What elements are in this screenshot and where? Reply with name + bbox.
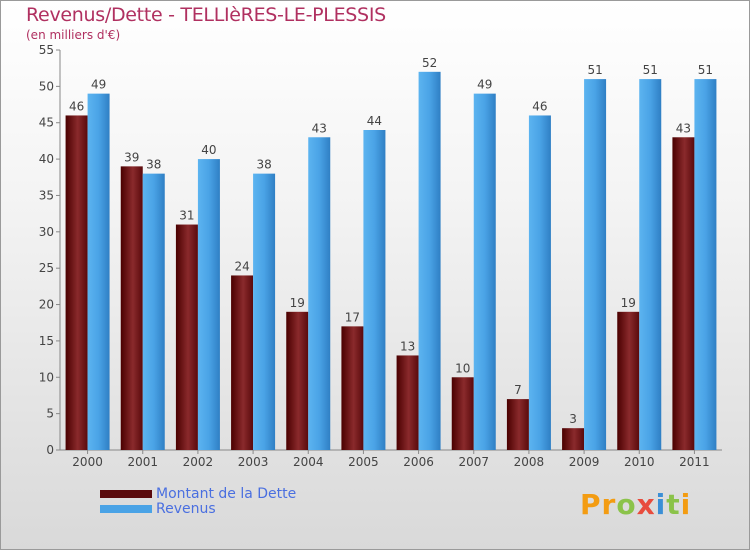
y-tick-label: 25 <box>39 261 54 275</box>
bar-revenus <box>253 173 276 451</box>
bar-revenus <box>528 115 551 451</box>
x-tick-label: 2008 <box>514 455 545 469</box>
x-tick-label: 2011 <box>679 455 710 469</box>
y-tick-label: 20 <box>39 298 54 312</box>
bar-dette <box>65 115 88 451</box>
data-label-dette: 39 <box>124 150 139 164</box>
data-label-revenus: 38 <box>256 158 271 172</box>
data-label-revenus: 38 <box>146 158 161 172</box>
legend-item-revenus: Revenus <box>100 500 296 517</box>
data-label-dette: 19 <box>290 296 305 310</box>
logo-letter: r <box>601 488 617 521</box>
y-tick-label: 45 <box>39 116 54 130</box>
logo-letter: P <box>580 488 602 521</box>
data-label-revenus: 52 <box>422 56 437 70</box>
bar-dette <box>396 355 419 450</box>
bar-dette <box>231 275 254 450</box>
bar-dette <box>120 166 143 450</box>
bar-dette <box>562 428 585 450</box>
y-tick-label: 30 <box>39 225 54 239</box>
x-tick-label: 2006 <box>403 455 434 469</box>
data-label-revenus: 43 <box>312 121 327 135</box>
legend: Montant de la Dette Revenus <box>100 485 297 517</box>
x-tick-label: 2000 <box>72 455 103 469</box>
legend-swatch-dette <box>100 489 152 498</box>
logo-letter: i <box>680 488 692 521</box>
x-tick-label: 2003 <box>238 455 269 469</box>
y-tick-label: 55 <box>39 43 54 57</box>
y-tick-label: 35 <box>39 188 54 202</box>
x-tick-label: 2009 <box>569 455 600 469</box>
logo-letter: t <box>666 488 681 521</box>
y-tick-label: 50 <box>39 79 54 93</box>
bar-dette <box>506 399 529 450</box>
bar-revenus <box>308 137 331 451</box>
legend-label-dette: Montant de la Dette <box>156 485 297 502</box>
x-tick-label: 2004 <box>293 455 324 469</box>
data-label-revenus: 49 <box>91 78 106 92</box>
bar-revenus <box>418 71 441 451</box>
data-label-revenus: 46 <box>532 99 547 113</box>
data-label-dette: 10 <box>455 361 470 375</box>
bar-dette <box>617 311 640 450</box>
legend-swatch-revenus <box>100 504 152 513</box>
data-label-dette: 43 <box>676 121 691 135</box>
chart-title: Revenus/Dette - TELLIèRES-LE-PLESSIS <box>26 4 386 26</box>
y-tick-label: 40 <box>39 152 54 166</box>
bar-dette <box>286 311 309 450</box>
logo-letter: x <box>636 488 656 521</box>
x-tick-label: 2005 <box>348 455 379 469</box>
legend-item-dette: Montant de la Dette <box>100 485 297 502</box>
data-label-dette: 19 <box>621 296 636 310</box>
bar-dette <box>451 377 474 450</box>
x-tick-label: 2010 <box>624 455 655 469</box>
data-label-dette: 17 <box>345 310 360 324</box>
x-tick-label: 2007 <box>458 455 489 469</box>
bar-dette <box>175 224 198 450</box>
data-label-dette: 7 <box>514 383 522 397</box>
bar-dette <box>672 137 695 451</box>
bar-revenus <box>584 79 607 450</box>
data-label-dette: 13 <box>400 339 415 353</box>
y-tick-label: 15 <box>39 334 54 348</box>
value-labels: 46 49 39 38 31 40 24 38 19 43 17 44 13 52 10 49 7 46 3 51 19… <box>69 56 713 426</box>
data-label-revenus: 51 <box>698 63 713 77</box>
data-label-revenus: 51 <box>587 63 602 77</box>
data-label-revenus: 49 <box>477 78 492 92</box>
bar-revenus <box>142 173 165 451</box>
data-label-dette: 46 <box>69 99 84 113</box>
data-label-revenus: 40 <box>201 143 216 157</box>
x-tick-label: 2001 <box>127 455 158 469</box>
bar-revenus <box>639 79 662 450</box>
bar-revenus <box>363 130 386 450</box>
chart-subtitle: (en milliers d'€) <box>26 28 121 42</box>
logo-letter: i <box>655 488 667 521</box>
data-label-dette: 24 <box>234 259 249 273</box>
bar-dette <box>341 326 364 450</box>
data-label-dette: 3 <box>569 412 577 426</box>
data-label-revenus: 44 <box>367 114 382 128</box>
bar-revenus <box>197 159 220 450</box>
bar-revenus <box>473 93 496 451</box>
y-tick-label: 10 <box>39 370 54 384</box>
y-tick-label: 0 <box>46 443 54 457</box>
bar-revenus <box>87 93 110 451</box>
y-tick-label: 5 <box>46 407 54 421</box>
legend-label-revenus: Revenus <box>156 500 216 517</box>
bar-revenus <box>694 79 717 450</box>
bars-group <box>65 71 717 451</box>
proxiti-logo: Proxiti <box>580 488 691 521</box>
x-tick-label: 2002 <box>183 455 214 469</box>
data-label-dette: 31 <box>179 209 194 223</box>
axes: 0 5 10 15 20 25 30 35 40 45 50 55 2000 2001 2002 2003 20… <box>39 43 722 469</box>
logo-letter: o <box>616 488 637 521</box>
data-label-revenus: 51 <box>643 63 658 77</box>
